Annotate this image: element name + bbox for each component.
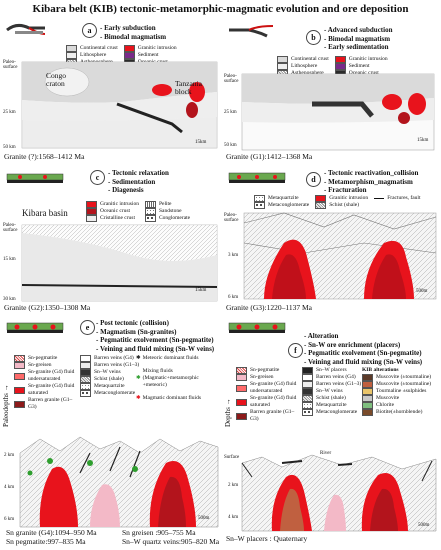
panel-b-depth-50: 50 km [224,143,237,148]
panel-b-icon [229,25,274,38]
figure-title: Kibara belt (KIB) tectonic-metamorphic-m… [32,3,409,15]
panel-e-caption-right: Sn greisen :905–755 Ma Sn–W quartz veins:… [122,528,220,546]
panel-e-depth-4: 4 km [4,485,15,490]
panel-c-bullets: - Tectonic relaxation - Sedimentation - Di… [108,169,169,194]
panel-f-legend: Sn-pegmatite Sn-greisen Sn-granite (G4) … [236,367,436,423]
panel-e-section [19,433,219,528]
panel-e-depth-6: 6 km [4,517,15,522]
panel-b: b - Advanced subduction - Bimodal magmati… [222,0,441,165]
panel-e-scale: 500m [198,516,210,521]
panel-f-depth-4: 4 km [228,515,239,520]
panel-e-legend: Sn-pegmatite Sn-greisen Sn-granite (G4) … [14,355,214,411]
panel-c-scale: 15km [195,288,207,293]
panel-f: f - Alteration - Sn-W ore enrichment (pla… [222,315,441,550]
panel-a-craton-label: Congo craton [46,71,67,88]
panel-f-section [241,447,437,532]
panel-b-scale: 15km [417,138,429,143]
panel-e-caption-left: Sn granite (G4):1094–950 Ma Sn pegmatite:… [6,528,97,546]
panel-e: e - Post tectonic (collision) - Magmatism… [0,315,220,550]
panel-f-letter: f [288,343,303,358]
panel-e-axis-label: Paleodepths → [2,384,10,427]
panel-c-letter: c [90,170,105,185]
panel-f-axis-label: Depths → [224,398,232,427]
panel-e-bullets: - Post tectonic (collision) - Magmatism (… [96,319,215,353]
panel-a-scale: 15km [195,140,207,145]
panel-a-icon [6,23,46,35]
panel-d-bullets: - Tectonic reactivation_collision - Metam… [324,169,419,194]
panel-a: a - Early subduction - Bimodal magmatism … [0,0,220,165]
panel-c-caption: Granite (G2):1350–1308 Ma [4,303,91,312]
panel-e-letter: e [80,320,95,335]
panel-a-surface: Paleo- surface [3,60,18,70]
panel-a-depth-50: 50 km [3,145,16,150]
panel-f-depth-2: 2 km [228,483,239,488]
panel-b-section [241,73,435,151]
panel-c-basin-label: Kibara basin [22,208,68,218]
panel-c-legend: Granitic intrusion Oceanic crust Cristal… [86,201,211,222]
panel-c-depth-15: 15 km [3,257,16,262]
panel-a-block-label: Tanzania block [175,79,202,96]
panel-b-bullets: - Advanced subduction - Bimodal magmatism… [324,26,393,51]
panel-d-letter: d [306,172,321,187]
panel-a-caption: Granite (?):1568–1412 Ma [4,152,85,161]
panel-d-scale: 500m [416,289,428,294]
panel-f-bullets: - Alteration - Sn-W ore enrichment (place… [304,332,423,366]
panel-e-depth-2: 2 km [4,453,15,458]
panel-c-section [21,224,218,302]
panel-f-scale: 500m [418,523,430,528]
panel-d-section [243,212,437,300]
panel-b-letter: b [306,30,321,45]
panel-b-legend: Continental crust Lithosphere Asthenosph… [277,56,427,77]
panel-b-depth-25: 25 km [224,110,237,115]
panel-c: c - Tectonic relaxation - Sedimentation - … [0,165,220,315]
panel-f-alterations-title: KIB alterations [362,367,399,373]
panel-f-caption: Sn–W placers : Quaternary [226,534,308,543]
panel-b-caption: Granite (G1):1412–1368 Ma [226,152,313,161]
panel-c-surface: Paleo- surface [3,223,18,233]
panel-a-letter: a [82,23,97,38]
panel-a-bullets: - Early subduction - Bimodal magmatism [100,24,167,41]
panel-d-surface: Paleo- surface [224,213,239,223]
panel-d-depth-6: 6 km [228,295,239,300]
panel-a-section [21,61,218,149]
panel-d: d - Tectonic reactivation_collision - Met… [222,165,441,315]
panel-d-legend: Metaquartzite Metaconglomerate Granitic … [254,195,439,209]
panel-d-icon [228,172,286,183]
panel-c-depth-30: 30 km [3,297,16,302]
panel-d-caption: Granite (G3):1220–1137 Ma [226,303,312,312]
panel-d-depth-3: 3 km [228,253,239,258]
panel-f-icon [228,322,286,333]
panel-f-surface: Surface [224,455,240,460]
panel-c-icon [6,173,64,183]
panel-a-depth-25: 25 km [3,110,16,115]
panel-b-surface: Paleo- surface [224,74,239,84]
panel-f-river: River [320,451,332,456]
panel-e-icon [6,322,64,333]
